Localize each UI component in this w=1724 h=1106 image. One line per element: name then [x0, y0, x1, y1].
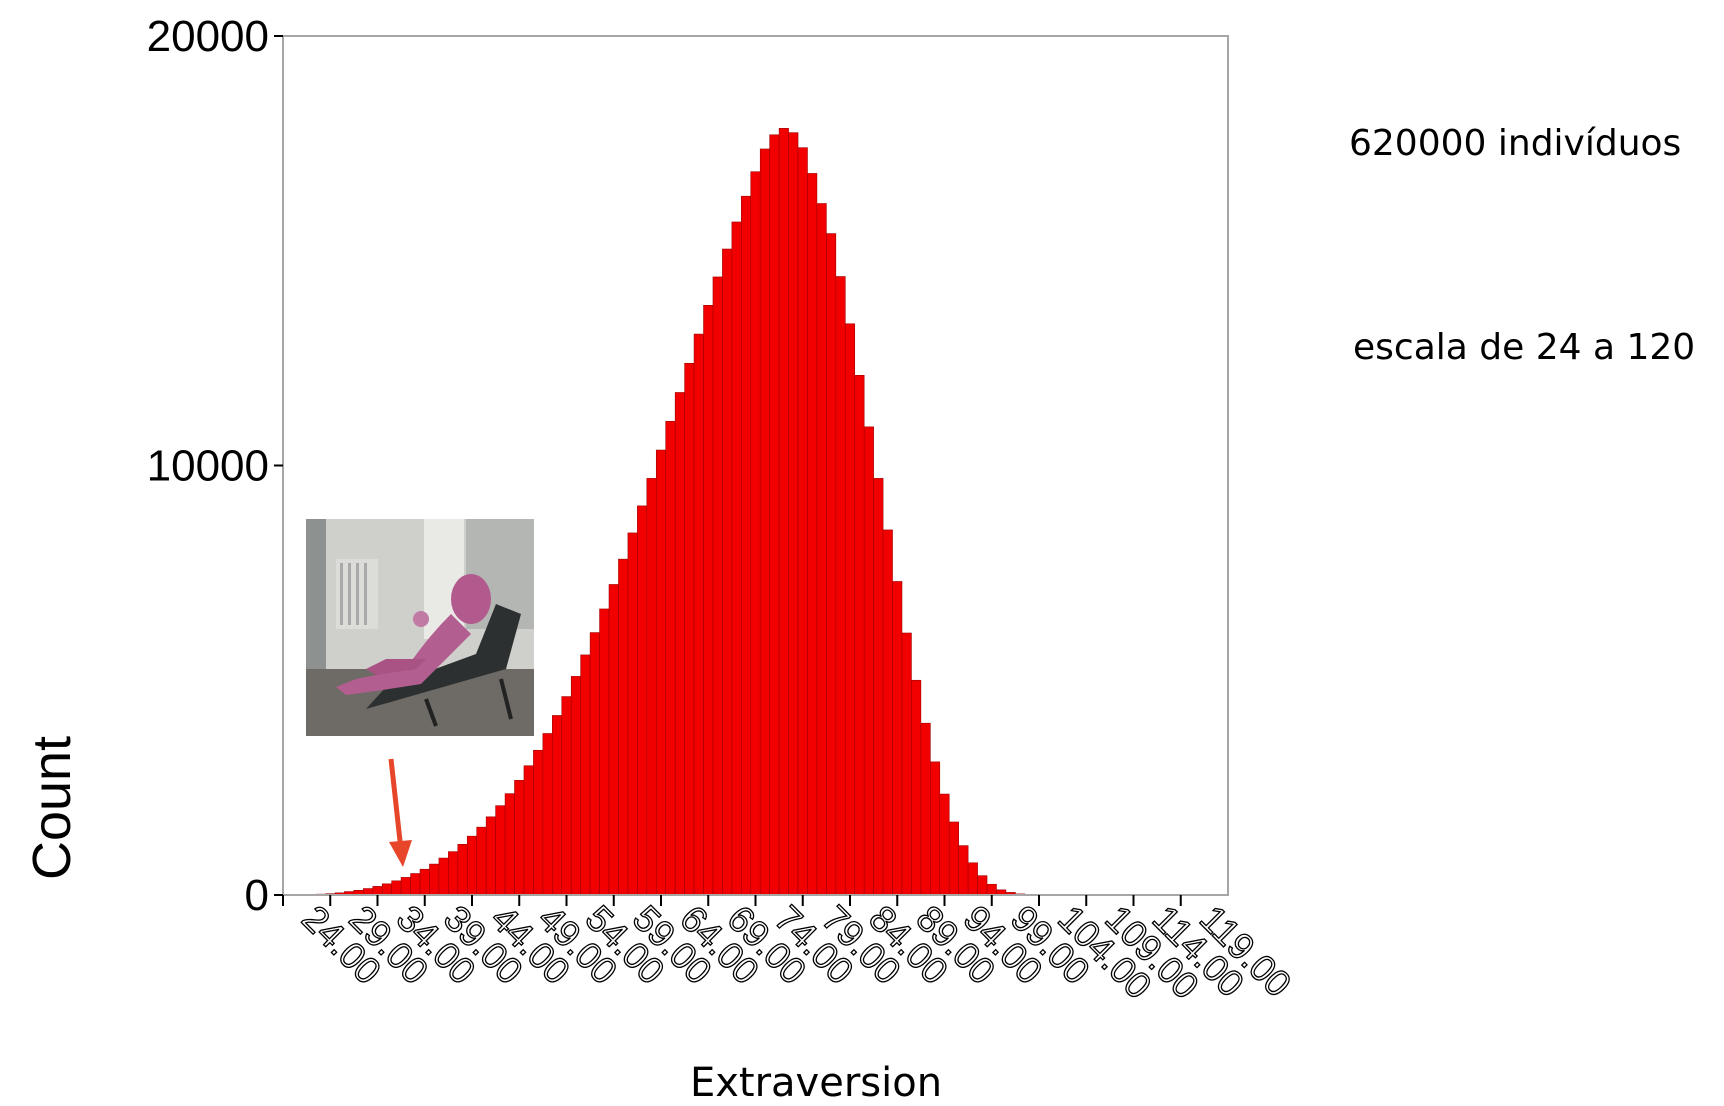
histogram-bar — [920, 722, 931, 896]
histogram-bar — [665, 420, 676, 896]
x-axis-label: Extraversion — [690, 1060, 942, 1106]
histogram-bars — [296, 128, 1063, 896]
y-tick-label: 0 — [245, 871, 269, 920]
histogram-bar — [429, 863, 440, 896]
histogram-bar — [495, 805, 506, 896]
histogram-bar — [722, 248, 733, 896]
histogram-bar — [826, 233, 837, 896]
histogram-bar — [457, 844, 468, 896]
histogram-bar — [410, 873, 421, 896]
histogram-bar — [788, 132, 799, 896]
sample-size-annotation: 620000 indivíduos — [1349, 123, 1682, 164]
histogram-bar — [901, 632, 912, 896]
histogram-bar — [438, 857, 449, 896]
histogram-bar — [807, 173, 818, 896]
histogram-bar — [542, 733, 553, 896]
histogram-bar — [674, 392, 685, 896]
pointer-arrow — [388, 758, 412, 867]
histogram-bar — [750, 171, 761, 896]
histogram-bar — [637, 505, 648, 896]
histogram-bar — [570, 676, 581, 896]
histogram-bar — [448, 851, 459, 896]
histogram-bar — [693, 333, 704, 896]
histogram-bar — [863, 426, 874, 896]
histogram-bar — [419, 868, 430, 896]
histogram-bar — [948, 821, 959, 896]
scale-range-annotation: escala de 24 a 120 — [1353, 327, 1696, 368]
histogram-bar — [608, 584, 619, 896]
histogram-bar — [400, 877, 411, 896]
y-axis-label: Count — [22, 736, 82, 880]
histogram-bar — [466, 835, 478, 896]
histogram-bar — [958, 845, 969, 896]
y-axis: 0 10000 20000 — [147, 12, 283, 920]
histogram-bar — [703, 304, 714, 896]
histogram-bar — [523, 765, 534, 896]
histogram-bar — [589, 632, 600, 896]
histogram-bar — [504, 793, 515, 896]
histogram-bar — [882, 529, 893, 896]
histogram-bar — [552, 715, 563, 896]
histogram-bar — [391, 880, 402, 896]
histogram-bar — [514, 780, 525, 896]
histogram-bar — [599, 608, 610, 896]
histogram-bar — [939, 793, 950, 896]
y-tick-label: 10000 — [147, 442, 269, 491]
histogram-bar — [485, 816, 496, 896]
histogram-bar — [930, 761, 941, 896]
histogram-bar — [835, 276, 846, 896]
histogram-bar — [712, 276, 723, 896]
histogram-bar — [580, 654, 591, 896]
histogram-bar — [684, 362, 695, 896]
histogram-bar — [816, 203, 827, 896]
histogram-bar — [655, 449, 667, 896]
introvert-photo — [306, 519, 534, 736]
histogram-bar — [769, 134, 780, 896]
histogram-bar — [561, 696, 572, 896]
histogram-bar — [381, 883, 392, 896]
histogram-bar — [741, 195, 752, 896]
histogram-bar — [731, 221, 742, 896]
histogram-bar — [476, 826, 487, 896]
histogram-bar — [986, 883, 997, 896]
histogram-bar — [759, 148, 770, 896]
histogram-bar — [967, 862, 978, 896]
histogram-bar — [533, 749, 544, 896]
y-tick-label: 20000 — [147, 12, 269, 61]
histogram-bar — [892, 581, 903, 896]
arrow-shaft — [388, 758, 404, 851]
histogram-bar — [646, 478, 657, 896]
histogram-bar — [977, 875, 988, 896]
histogram-bar — [627, 532, 638, 896]
histogram-bar — [797, 147, 808, 896]
histogram-bar — [873, 478, 884, 896]
histogram-bar — [618, 558, 629, 896]
histogram-bar — [911, 679, 922, 896]
arrow-head — [389, 840, 412, 867]
x-axis: 24.0029.0034.0039.0044.0049.0054.0059.00… — [282, 895, 1300, 1007]
histogram-bar — [854, 375, 865, 896]
histogram-bar — [372, 886, 383, 896]
histogram-bar — [778, 128, 789, 896]
histogram-bar — [844, 323, 856, 896]
